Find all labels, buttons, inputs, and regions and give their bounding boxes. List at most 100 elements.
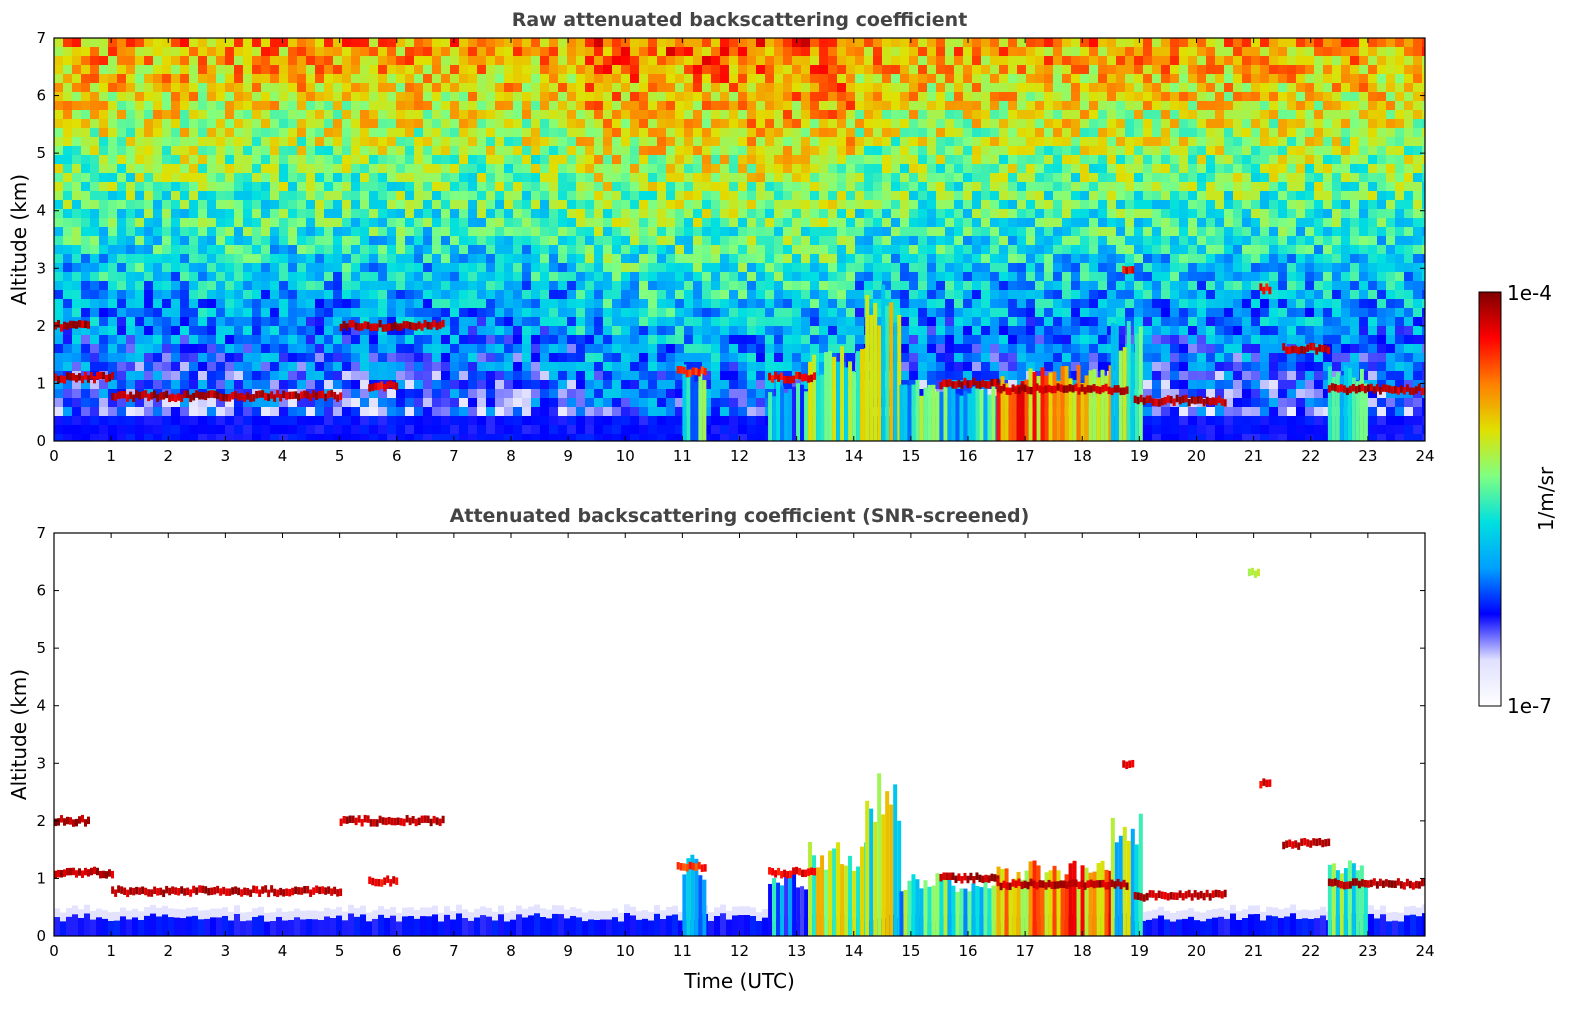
x-tick-label: 17: [1016, 942, 1035, 960]
column-feature: [865, 284, 902, 441]
x-tick-label: 9: [563, 447, 573, 465]
x-tick-label: 3: [221, 447, 231, 465]
raw-noise-field: [54, 38, 1425, 441]
layer-feature: [768, 371, 817, 384]
layer-feature: [1282, 837, 1331, 850]
column-feature: [808, 346, 869, 441]
x-tick-label: 7: [449, 942, 459, 960]
y-tick-label: 5: [36, 144, 46, 162]
x-tick-label: 23: [1358, 447, 1377, 465]
x-tick-label: 3: [221, 942, 231, 960]
x-tick-label: 16: [958, 447, 977, 465]
layer-feature: [996, 383, 1129, 396]
layer-feature: [676, 861, 707, 872]
y-tick-label: 1: [36, 374, 46, 392]
x-tick-label: 22: [1301, 447, 1320, 465]
layer-feature: [1122, 265, 1135, 275]
snr-plot-frame: [53, 532, 1426, 937]
x-tick-label: 2: [163, 447, 173, 465]
snr-y-ticks: 0 1 2 3 4 5 6 7: [36, 524, 1425, 945]
x-tick-label: 12: [730, 942, 749, 960]
x-tick-label: 6: [392, 447, 402, 465]
colorbar-unit-label: 1/m/sr: [1534, 466, 1558, 531]
layer-feature: [339, 319, 445, 332]
x-tick-label: 1: [106, 447, 116, 465]
colorbar: 1e-4 1e-7 1/m/sr: [1478, 281, 1558, 718]
colorbar-max-label: 1e-4: [1507, 281, 1552, 305]
layer-feature: [54, 866, 114, 879]
x-tick-label: 16: [958, 942, 977, 960]
x-tick-label: 10: [616, 447, 635, 465]
column-feature: [899, 378, 1000, 441]
x-axis-label: Time (UTC): [683, 969, 795, 993]
y-tick-label: 0: [36, 927, 46, 945]
x-tick-label: 15: [901, 942, 920, 960]
x-tick-label: 22: [1301, 942, 1320, 960]
layer-feature: [1327, 383, 1425, 396]
layer-feature: [1259, 283, 1272, 295]
column-feature: [996, 860, 1113, 936]
column-feature: [682, 854, 707, 936]
column-feature: [865, 773, 902, 936]
layer-feature: [1282, 342, 1331, 355]
x-tick-label: 14: [844, 942, 863, 960]
y-tick-label: 2: [36, 317, 46, 335]
x-tick-label: 23: [1358, 942, 1377, 960]
y-tick-label: 6: [36, 87, 46, 105]
layer-feature: [1122, 759, 1135, 770]
x-tick-label: 24: [1415, 447, 1434, 465]
x-tick-label: 8: [506, 447, 516, 465]
layer-feature: [1247, 567, 1260, 579]
raw-backscatter-panel: Raw attenuated backscattering coefficien…: [7, 9, 1435, 465]
x-tick-label: 18: [1073, 447, 1092, 465]
y-tick-label: 3: [36, 259, 46, 277]
x-tick-label: 5: [335, 942, 345, 960]
layer-feature: [54, 814, 90, 827]
x-tick-label: 11: [673, 942, 692, 960]
x-tick-label: 8: [506, 942, 516, 960]
raw-y-axis-label: Altitude (km): [7, 174, 31, 305]
snr-surface-band: [54, 904, 1425, 936]
raw-panel-title: Raw attenuated backscattering coefficien…: [512, 9, 968, 31]
layer-feature: [939, 377, 1000, 390]
x-tick-label: 9: [563, 942, 573, 960]
colorbar-min-label: 1e-7: [1507, 694, 1552, 718]
x-tick-label: 21: [1244, 942, 1263, 960]
x-tick-label: 14: [844, 447, 863, 465]
layer-feature: [368, 380, 399, 392]
column-feature: [1327, 860, 1368, 936]
x-tick-label: 13: [787, 942, 806, 960]
y-tick-label: 4: [36, 697, 46, 715]
snr-panel-title: Attenuated backscattering coefficient (S…: [450, 505, 1030, 527]
layer-feature: [1259, 778, 1272, 789]
layer-feature: [111, 390, 343, 403]
x-tick-label: 1: [106, 942, 116, 960]
x-tick-label: 10: [616, 942, 635, 960]
x-tick-label: 24: [1415, 942, 1434, 960]
x-tick-label: 2: [163, 942, 173, 960]
x-tick-label: 12: [730, 447, 749, 465]
column-feature: [682, 364, 707, 441]
x-tick-label: 19: [1130, 942, 1149, 960]
y-tick-label: 1: [36, 869, 46, 887]
layer-feature: [676, 365, 707, 378]
column-feature: [1110, 813, 1143, 936]
y-tick-label: 3: [36, 754, 46, 772]
layer-feature: [1133, 889, 1227, 902]
layer-feature: [768, 866, 817, 879]
snr-x-ticks: 0 1 2 3 4 5 6 7 8 9 10 11 12 13 14 15 16 17 18 19 20 21 22 23 24: [49, 533, 1435, 960]
x-tick-label: 11: [673, 447, 692, 465]
raw-heatmap-area: [54, 38, 1425, 441]
y-tick-label: 2: [36, 812, 46, 830]
y-tick-label: 7: [36, 524, 46, 542]
x-tick-label: 21: [1244, 447, 1263, 465]
snr-y-axis-label: Altitude (km): [7, 669, 31, 800]
y-tick-label: 0: [36, 432, 46, 450]
y-tick-label: 4: [36, 202, 46, 220]
layer-feature: [339, 814, 445, 827]
column-feature: [808, 841, 869, 936]
column-feature: [1110, 321, 1143, 441]
column-feature: [1327, 365, 1368, 441]
x-tick-label: 20: [1187, 447, 1206, 465]
layer-feature: [996, 878, 1129, 891]
